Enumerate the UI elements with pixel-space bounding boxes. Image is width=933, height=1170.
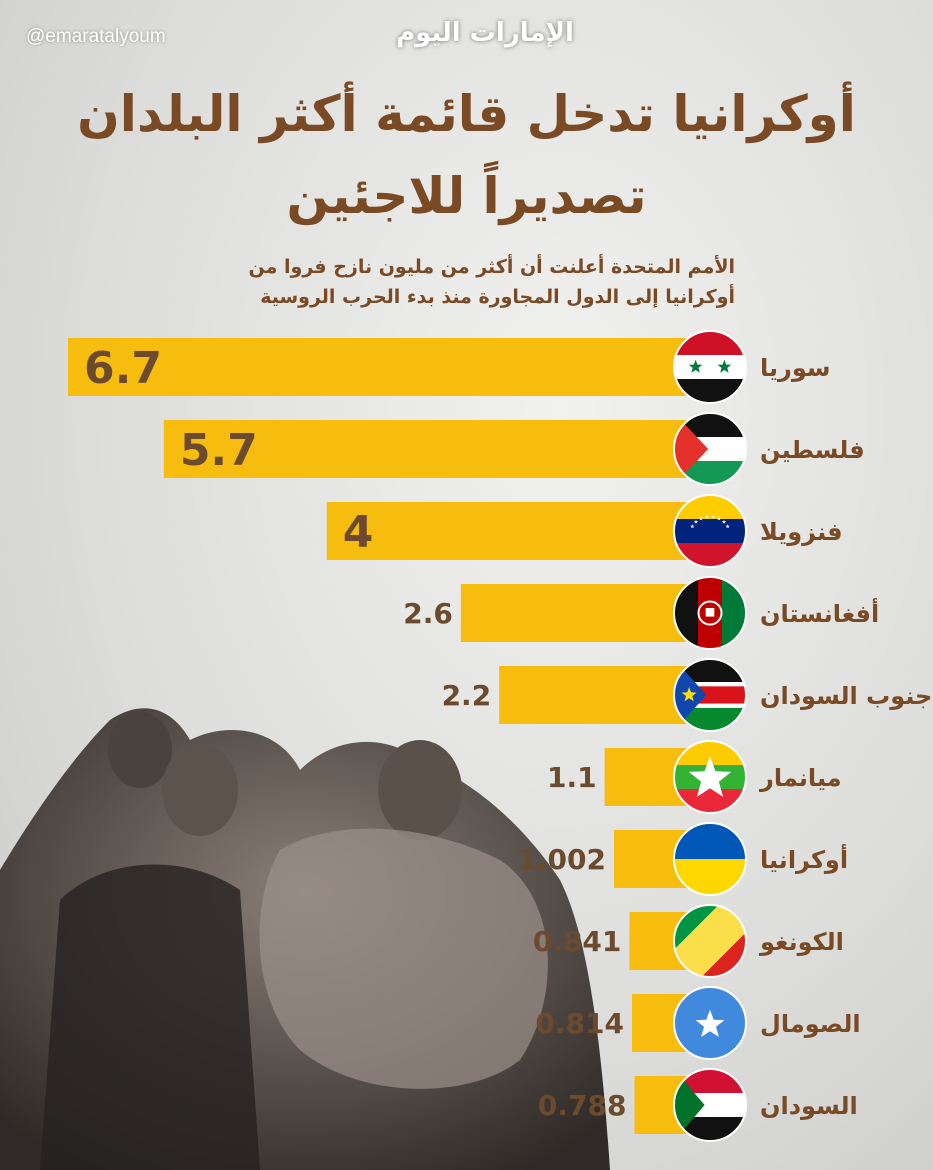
category-label: سوريا <box>760 354 831 382</box>
bar-row-3: 4 فنزويلا <box>326 494 843 568</box>
bar-row-8: 0.841 الكونغو <box>533 904 844 978</box>
category-label: جنوب السودان <box>760 682 932 710</box>
publisher-logo: الإمارات اليوم <box>396 18 574 48</box>
bar-row-4: 2.6 أفغانستان <box>403 576 879 650</box>
bar-row-10: 0.788 السودان <box>538 1068 858 1142</box>
ukraine-flag-icon <box>673 822 747 896</box>
bar <box>460 584 710 642</box>
bar-row-1: 6.7 سوريا <box>68 330 831 404</box>
congo-flag-icon <box>673 904 747 978</box>
bar-value-label: 5.7 <box>180 425 258 476</box>
category-label: الصومال <box>760 1010 861 1038</box>
south-sudan-flag-icon <box>673 658 747 732</box>
chart-subtitle-line-2: أوكرانيا إلى الدول المجاورة منذ بدء الحر… <box>260 286 735 308</box>
category-label: فنزويلا <box>760 518 843 546</box>
chart-subtitle-line-1: الأمم المتحدة أعلنت أن أكثر من مليون ناز… <box>248 256 735 278</box>
bar-row-5: 2.2 جنوب السودان <box>442 658 932 732</box>
bar-value-label: 0.841 <box>533 925 622 958</box>
refugees-photo <box>0 708 610 1170</box>
bar-value-label: 0.814 <box>535 1007 624 1040</box>
bar-row-6: 1.1 ميانمار <box>547 740 842 814</box>
bar-row-2: 5.7 فلسطين <box>163 412 865 486</box>
category-label: أوكرانيا <box>760 844 848 874</box>
syria-flag-icon <box>673 330 747 404</box>
chart-title-line-2: تصديراً للاجئين <box>286 167 647 225</box>
palestine-flag-icon <box>673 412 747 486</box>
bar-value-label: 2.6 <box>403 597 453 630</box>
category-label: السودان <box>760 1092 858 1120</box>
category-label: فلسطين <box>760 436 865 464</box>
bar-row-9: 0.814 الصومال <box>535 986 861 1060</box>
bar-value-label: 4 <box>343 507 374 558</box>
bar-value-label: 2.2 <box>442 679 492 712</box>
venezuela-flag-icon <box>673 494 747 568</box>
bar <box>163 420 710 478</box>
somalia-flag-icon <box>673 986 747 1060</box>
sudan-flag-icon <box>673 1068 747 1142</box>
chart-title-line-1: أوكرانيا تدخل قائمة أكثر البلدان <box>77 85 856 143</box>
afghanistan-flag-icon <box>673 576 747 650</box>
bar-row-7: 1.002 أوكرانيا <box>517 822 848 896</box>
category-label: الكونغو <box>759 928 844 956</box>
category-label: ميانمار <box>759 764 842 792</box>
bar-value-label: 0.788 <box>538 1089 627 1122</box>
source-handle: @emaratalyoum <box>26 26 166 47</box>
myanmar-flag-icon <box>673 740 747 814</box>
bar-value-label: 1.1 <box>547 761 597 794</box>
bar <box>326 502 710 560</box>
bar <box>68 338 710 396</box>
bar-value-label: 6.7 <box>84 343 162 394</box>
bar-value-label: 1.002 <box>517 843 606 876</box>
category-label: أفغانستان <box>760 598 879 628</box>
